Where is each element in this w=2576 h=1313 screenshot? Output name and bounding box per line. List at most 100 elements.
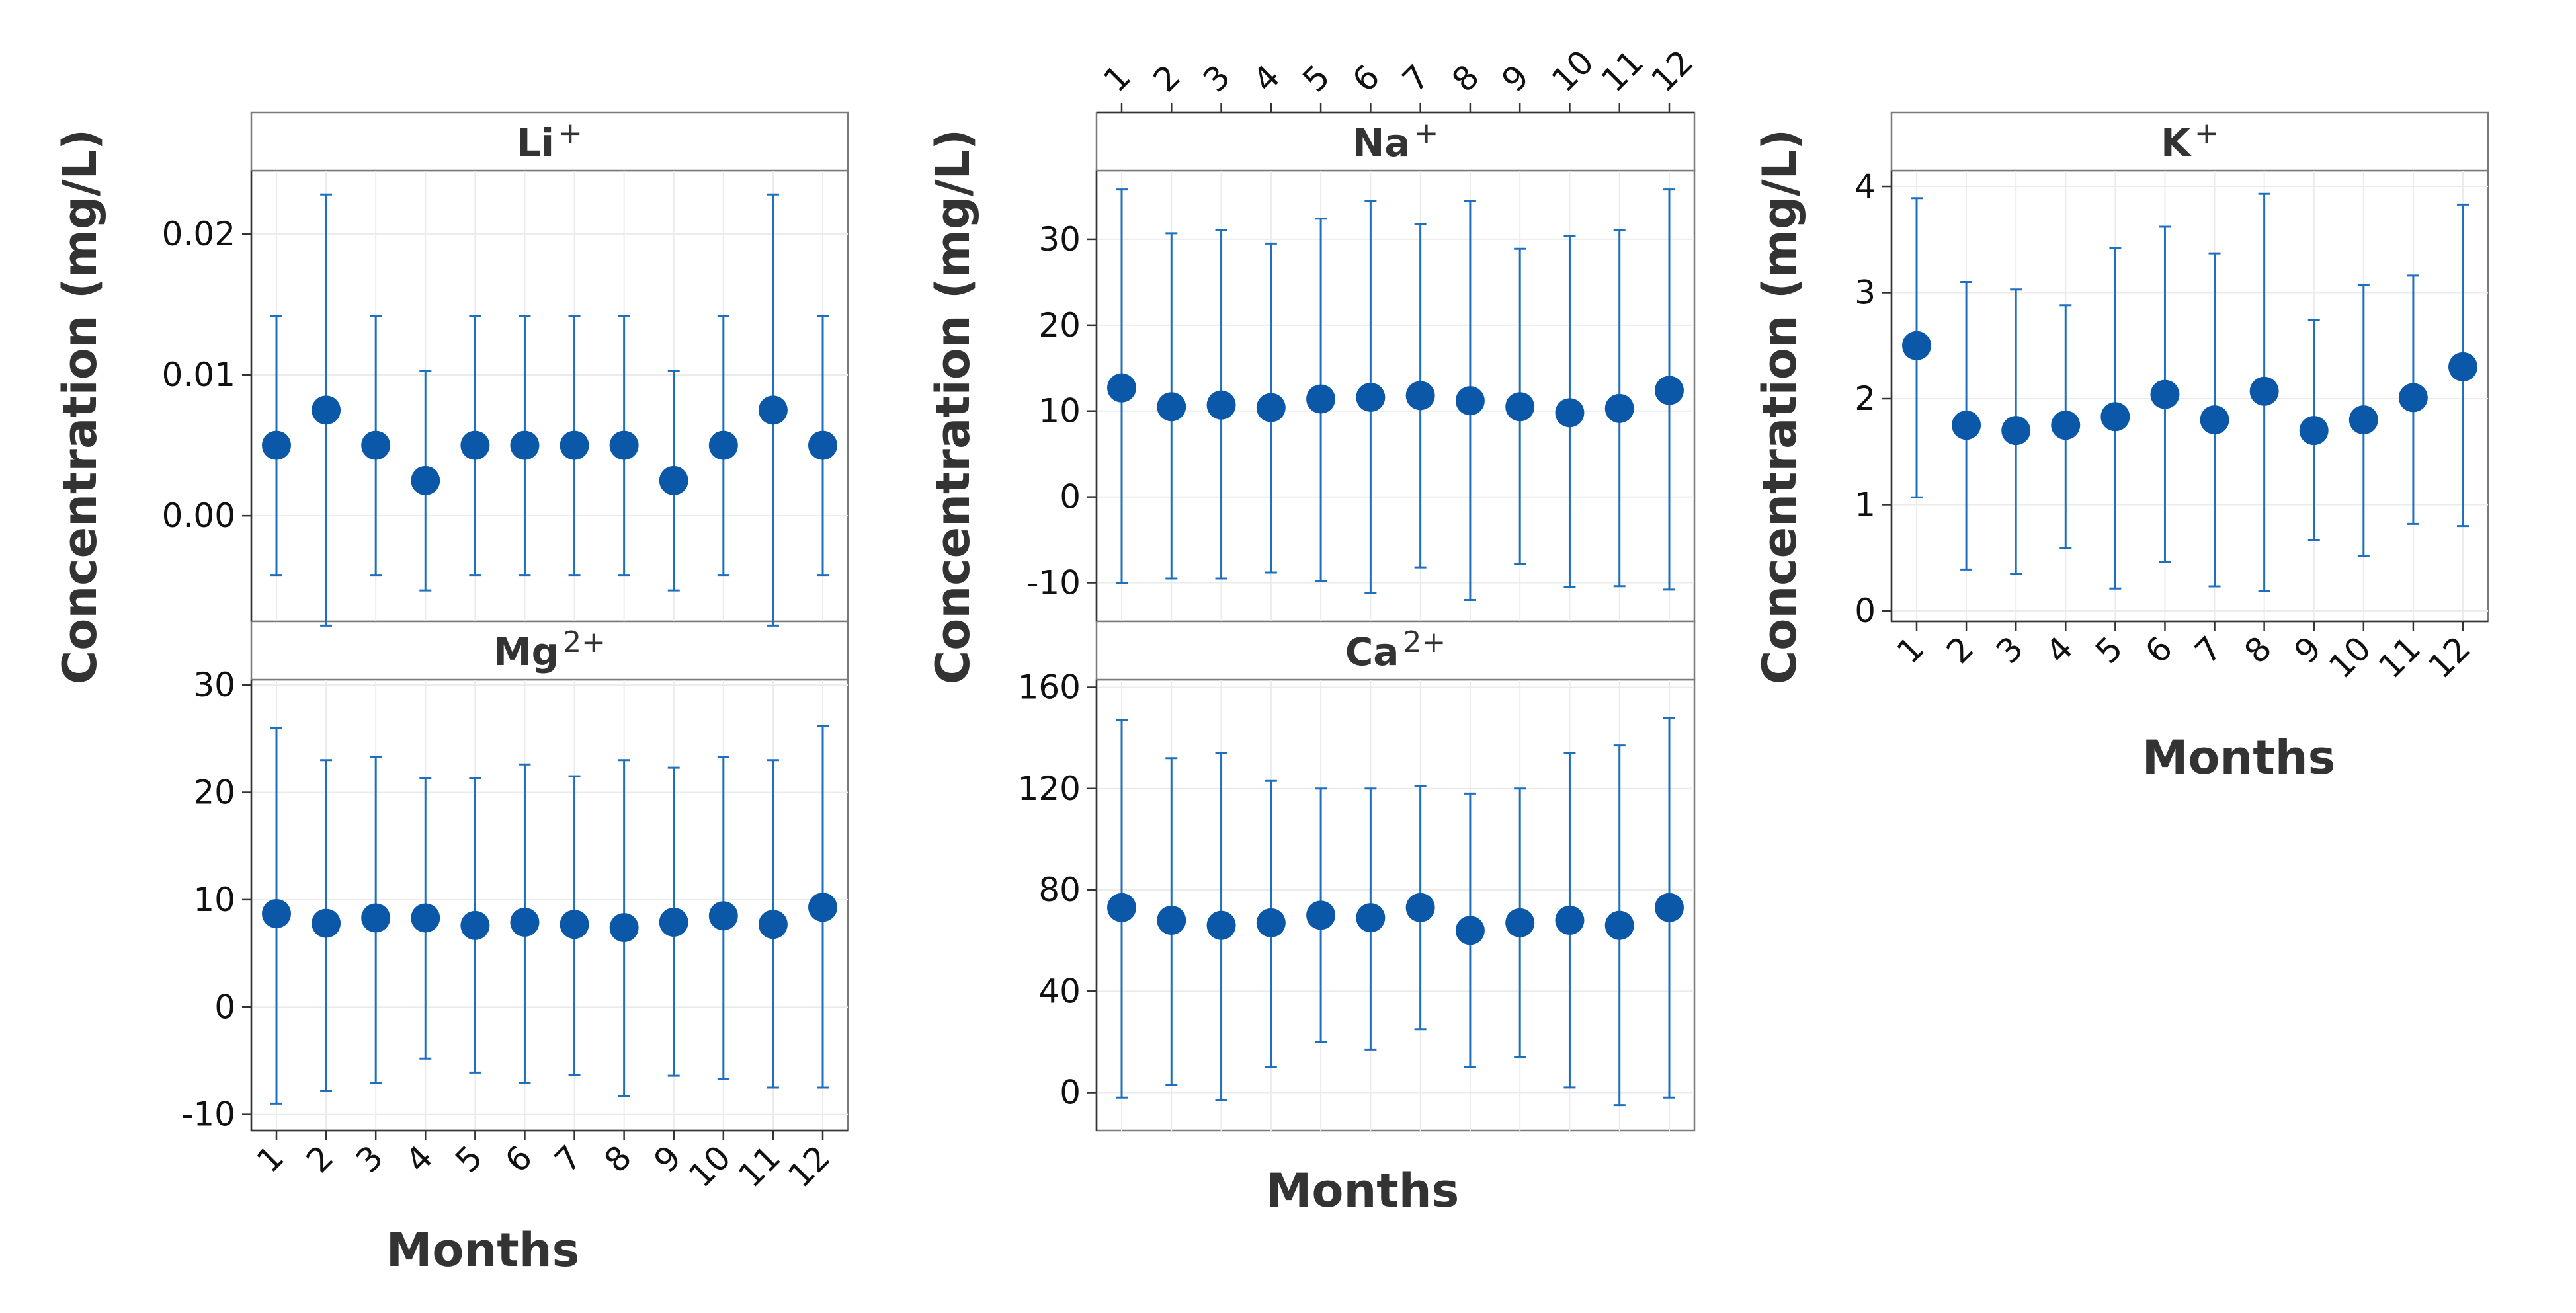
x-tick-label-k-9: 9 (2287, 629, 2329, 671)
mean-point-na-11 (1604, 393, 1634, 423)
y-tick-label-na-4: 30 (1038, 220, 1081, 259)
y-tick-label-k-0: 0 (1854, 592, 1876, 630)
x-tick-label-mg-4: 4 (398, 1138, 440, 1180)
mean-point-ca-2 (1157, 905, 1186, 935)
x-tick-label-mg-11: 11 (731, 1138, 788, 1195)
y-tick-label-k-4: 4 (1854, 167, 1876, 206)
mean-point-ca-4 (1256, 908, 1286, 937)
x-top-tick-label-na-7: 7 (1395, 58, 1437, 100)
y-tick-label-mg-4: 30 (193, 666, 235, 704)
x-tick-label-k-7: 7 (2188, 629, 2230, 671)
x-top-tick-label-na-9: 9 (1495, 58, 1537, 100)
x-tick-label-mg-3: 3 (349, 1138, 391, 1180)
strip-charge-ca: 2+ (1403, 625, 1446, 659)
strip-charge-k: + (2194, 116, 2219, 150)
x-top-tick-label-na-6: 6 (1345, 58, 1388, 100)
y-tick-label-li-1: 0.01 (162, 356, 235, 394)
mean-point-na-12 (1655, 376, 1684, 405)
panel-frames: Li +Mg 2+Na +Ca 2+K + (250, 111, 2489, 1132)
mean-point-na-5 (1306, 384, 1336, 414)
x-tick-label-k-8: 8 (2237, 629, 2280, 671)
y-axis-title-middle: Concentration (mg/L) (926, 129, 980, 684)
strip-ion-k: K (2161, 120, 2192, 165)
mean-point-mg-12 (808, 893, 837, 922)
strip-charge-na: + (1414, 116, 1438, 150)
mean-point-mg-11 (758, 910, 788, 939)
data-marks (262, 188, 2477, 1107)
mean-point-li-10 (708, 430, 738, 460)
mean-point-li-2 (312, 395, 341, 425)
mean-point-na-10 (1555, 398, 1585, 428)
x-top-tick-label-na-10: 10 (1544, 42, 1601, 99)
x-tick-label-k-3: 3 (1989, 629, 2031, 671)
strip-label-mg: Mg 2+ (493, 625, 606, 674)
mean-point-na-4 (1256, 393, 1286, 422)
x-top-tick-label-na-11: 11 (1594, 42, 1651, 99)
mean-point-na-2 (1157, 392, 1186, 422)
x-tick-label-mg-10: 10 (681, 1138, 738, 1195)
strip-ion-na: Na (1352, 120, 1411, 165)
mean-point-na-9 (1505, 392, 1535, 422)
strip-na (1095, 111, 1696, 172)
x-top-tick-label-na-5: 5 (1296, 58, 1338, 100)
strip-charge-li: + (558, 116, 583, 150)
x-tick-label-mg-5: 5 (448, 1138, 490, 1180)
y-tick-label-li-2: 0.02 (162, 215, 235, 253)
mean-point-k-3 (2001, 416, 2031, 446)
strip-ion-mg: Mg (493, 629, 559, 674)
mean-point-mg-9 (659, 907, 688, 937)
x-axis-title-middle: Months (1266, 1164, 1460, 1218)
mean-point-ca-1 (1107, 893, 1136, 922)
panel-frame-k (1890, 169, 2489, 623)
y-tick-label-li-0: 0.00 (162, 497, 235, 535)
mean-point-li-5 (460, 430, 490, 460)
mean-point-mg-1 (262, 898, 291, 928)
x-tick-label-k-11: 11 (2371, 629, 2428, 686)
mean-point-ca-5 (1306, 900, 1336, 930)
mean-point-mg-6 (510, 907, 540, 937)
x-axis-title-right: Months (2142, 731, 2336, 785)
y-tick-label-ca-0: 0 (1059, 1074, 1081, 1112)
mean-point-k-4 (2051, 411, 2081, 440)
mean-point-k-9 (2299, 416, 2329, 446)
panel-frame-li (250, 169, 849, 623)
y-tick-label-k-2: 2 (1854, 379, 1876, 418)
mean-point-li-6 (510, 430, 540, 460)
mean-point-na-1 (1107, 373, 1136, 403)
y-tick-label-k-1: 1 (1854, 485, 1876, 524)
mean-point-li-7 (560, 430, 589, 460)
y-tick-label-k-3: 3 (1854, 274, 1876, 312)
mean-point-ca-3 (1206, 910, 1236, 940)
strip-mg (250, 620, 849, 681)
y-tick-label-ca-3: 120 (1018, 770, 1081, 808)
strip-ca (1095, 620, 1696, 681)
x-axis-title-left: Months (386, 1223, 580, 1277)
mean-point-mg-4 (411, 903, 440, 933)
x-top-tick-label-na-4: 4 (1245, 58, 1288, 100)
strip-ion-li: Li (517, 120, 554, 165)
mean-point-k-1 (1902, 331, 1931, 360)
mean-point-ca-8 (1455, 916, 1485, 945)
y-axis-title-right: Concentration (mg/L) (1753, 129, 1807, 684)
mean-point-k-11 (2398, 383, 2428, 413)
mean-point-k-2 (1952, 411, 1981, 440)
strip-ion-ca: Ca (1345, 629, 1399, 674)
y-tick-label-mg-3: 20 (193, 774, 235, 812)
mean-point-na-8 (1455, 386, 1485, 416)
mean-point-mg-3 (361, 903, 391, 933)
y-tick-label-mg-1: 0 (214, 988, 235, 1026)
x-top-tick-label-na-8: 8 (1444, 58, 1487, 100)
mean-point-ca-9 (1505, 908, 1535, 937)
x-tick-label-mg-8: 8 (597, 1138, 640, 1180)
x-tick-label-k-6: 6 (2138, 629, 2180, 671)
mean-point-ca-12 (1655, 893, 1684, 922)
strip-k (1890, 111, 2489, 172)
y-tick-label-ca-1: 40 (1038, 972, 1081, 1010)
x-tick-label-k-12: 12 (2421, 629, 2477, 686)
x-tick-label-k-10: 10 (2321, 629, 2378, 686)
y-tick-label-ca-2: 80 (1038, 871, 1081, 909)
y-tick-label-na-3: 20 (1038, 306, 1081, 344)
x-tick-label-mg-1: 1 (249, 1138, 292, 1180)
y-tick-label-na-0: -10 (1026, 564, 1081, 602)
